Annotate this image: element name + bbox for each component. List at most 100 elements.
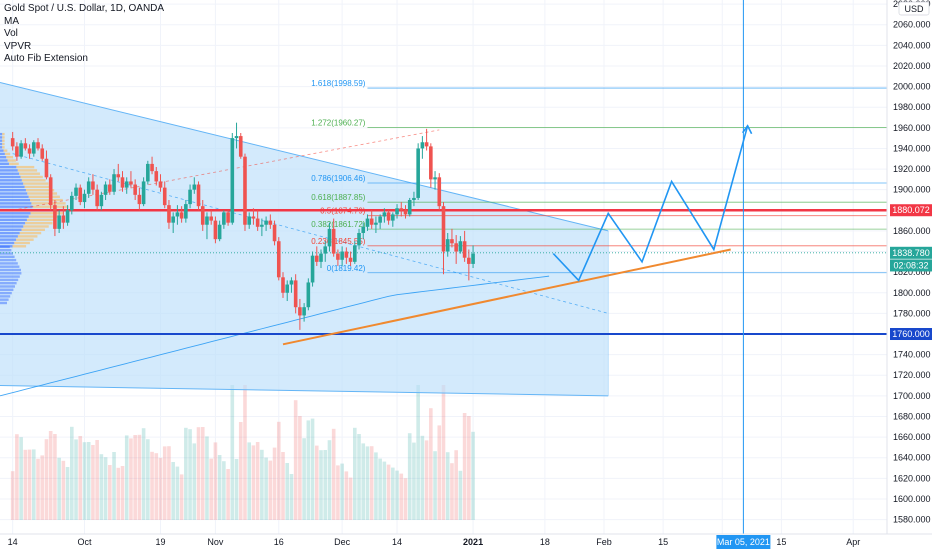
candle-body-40 bbox=[179, 212, 184, 219]
symbol-title[interactable]: Gold Spot / U.S. Dollar, 1D, OANDA bbox=[4, 3, 165, 14]
candle-body-89 bbox=[386, 212, 391, 221]
candle-body-108 bbox=[467, 257, 471, 264]
price-tag-bg-1 bbox=[890, 246, 932, 259]
vpvr-down-1944 bbox=[2, 142, 5, 146]
vpvr-up-1858 bbox=[0, 231, 20, 235]
x-tick-label-3: Nov bbox=[207, 537, 224, 547]
volume-bar-86 bbox=[374, 452, 378, 520]
volume-bar-77 bbox=[336, 465, 340, 520]
x-tick-label-8: 18 bbox=[540, 537, 550, 547]
x-tick-label-6: 14 bbox=[392, 537, 402, 547]
vpvr-up-1938 bbox=[0, 149, 4, 152]
vpvr-up-1931 bbox=[0, 156, 7, 159]
candle-body-69 bbox=[302, 307, 306, 316]
x-tick-label-2: 19 bbox=[155, 537, 165, 547]
y-tick-label-2: 1620.000 bbox=[893, 473, 931, 483]
vpvr-up-1906 bbox=[0, 182, 24, 185]
volume-bar-46 bbox=[205, 436, 209, 520]
rising-trend-line bbox=[282, 248, 731, 346]
candle-body-57 bbox=[251, 216, 256, 219]
candle-body-71 bbox=[310, 255, 315, 283]
vpvr-up-1883 bbox=[0, 205, 33, 208]
indicator-ma[interactable]: MA bbox=[4, 15, 19, 27]
volume-bar-40 bbox=[179, 474, 184, 520]
volume-bar-47 bbox=[209, 458, 213, 520]
candle-body-85 bbox=[369, 218, 374, 225]
price-axis-background bbox=[887, 0, 932, 550]
volume-bar-76 bbox=[331, 428, 336, 520]
volume-bar-9 bbox=[48, 431, 53, 520]
candle-body-87 bbox=[378, 216, 382, 223]
candle-body-53 bbox=[234, 136, 239, 139]
volume-bar-20 bbox=[95, 440, 99, 520]
candle-body-32 bbox=[146, 163, 150, 182]
volume-bar-57 bbox=[251, 445, 256, 520]
x-tick-label-12: 15 bbox=[776, 537, 786, 547]
indicator-fib[interactable]: Auto Fib Extension bbox=[4, 53, 88, 64]
candle-body-80 bbox=[348, 257, 353, 262]
vpvr-down-1845 bbox=[12, 245, 27, 248]
volume-bar-54 bbox=[238, 422, 243, 520]
y-tick-label-17: 1920.000 bbox=[893, 164, 931, 174]
price-tag-bg-2 bbox=[890, 259, 932, 272]
volume-bar-84 bbox=[365, 446, 370, 520]
vpvr-down-1912 bbox=[20, 175, 43, 179]
x-tick-label-4: 16 bbox=[274, 537, 284, 547]
candle-body-48 bbox=[213, 220, 218, 240]
candle-body-4 bbox=[27, 148, 32, 154]
candle-body-31 bbox=[141, 181, 146, 205]
y-tick-label-8: 1740.000 bbox=[893, 350, 931, 360]
candle-body-12 bbox=[61, 215, 66, 223]
volume-bar-75 bbox=[327, 440, 332, 520]
volume-bar-73 bbox=[319, 450, 323, 520]
candle-body-109 bbox=[471, 253, 475, 264]
chart-legend: Gold Spot / U.S. Dollar, 1D, OANDA MA Vo… bbox=[4, 3, 164, 66]
fib-level-label-0: 1.618(1998.59) bbox=[311, 79, 366, 88]
volume-bar-63 bbox=[276, 421, 281, 520]
volume-bar-106 bbox=[458, 470, 463, 520]
candle-body-88 bbox=[382, 212, 387, 217]
volume-bar-13 bbox=[65, 467, 70, 520]
vpvr-up-1896 bbox=[0, 192, 28, 195]
candle-body-103 bbox=[445, 239, 450, 252]
candle-body-8 bbox=[44, 158, 49, 178]
volume-bar-92 bbox=[399, 473, 404, 520]
vpvr-down-1893 bbox=[28, 195, 60, 198]
candle-body-55 bbox=[243, 156, 247, 225]
vpvr-down-1899 bbox=[25, 189, 55, 192]
indicator-vpvr[interactable]: VPVR bbox=[4, 40, 32, 52]
candle-body-105 bbox=[454, 243, 458, 252]
indicator-vol[interactable]: Vol bbox=[4, 28, 18, 39]
candle-body-21 bbox=[99, 194, 104, 207]
candle-body-20 bbox=[95, 189, 99, 207]
volume-bar-67 bbox=[293, 400, 298, 520]
x-tick-label-5: Dec bbox=[334, 537, 351, 547]
vpvr-down-1941 bbox=[2, 146, 5, 149]
vpvr-low-1828 bbox=[0, 262, 18, 265]
volume-bar-53 bbox=[234, 459, 239, 520]
candle-body-38 bbox=[171, 216, 175, 223]
date-marker-tag-bg bbox=[716, 535, 771, 549]
y-tick-label-22: 2020.000 bbox=[893, 61, 931, 71]
volume-bar-32 bbox=[146, 439, 150, 520]
volume-bar-105 bbox=[454, 450, 458, 520]
volume-bar-12 bbox=[61, 460, 66, 520]
vpvr-up-1912 bbox=[0, 175, 21, 179]
volume-bar-108 bbox=[467, 416, 471, 520]
candle-body-59 bbox=[260, 224, 264, 227]
volume-bar-51 bbox=[226, 469, 230, 520]
y-tick-label-19: 1960.000 bbox=[893, 123, 931, 133]
volume-bar-37 bbox=[167, 446, 171, 520]
fib-level-label-7: 0(1819.42) bbox=[327, 264, 366, 273]
candle-body-51 bbox=[226, 212, 230, 223]
price-tag-0: 1880.072 bbox=[892, 205, 930, 215]
vpvr-low-1835 bbox=[0, 255, 15, 258]
volume-bar-64 bbox=[281, 452, 285, 520]
candle-body-33 bbox=[150, 163, 154, 172]
vpvr-down-1954 bbox=[2, 132, 5, 136]
x-tick-label-9: Feb bbox=[596, 537, 612, 547]
volume-bar-4 bbox=[27, 449, 32, 520]
vpvr-up-1944 bbox=[0, 142, 3, 146]
vpvr-down-1864 bbox=[23, 225, 49, 228]
